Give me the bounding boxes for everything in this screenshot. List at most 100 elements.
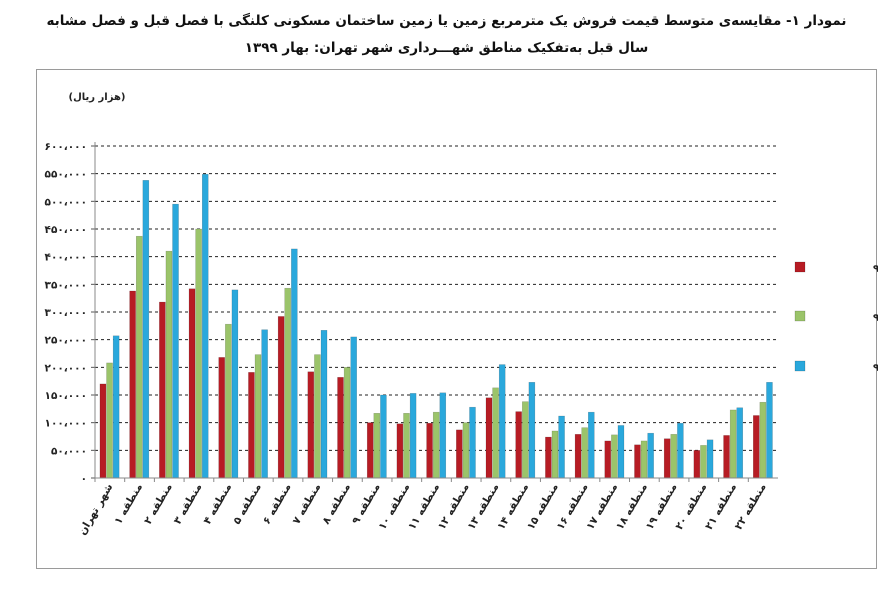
bar-2-1 (106, 362, 113, 479)
y-tick-label: ۱۰۰،۰۰۰ (45, 418, 87, 430)
bar-3-17 (588, 411, 595, 479)
bar-2-2 (135, 235, 143, 479)
bar-3-20 (677, 422, 684, 479)
bar-3-11 (409, 393, 417, 479)
bar-3-21 (706, 439, 714, 479)
bar-3-7 (291, 248, 298, 479)
bar-chart: ۰ ۵۰،۰۰۰ ۱۰۰،۰۰۰ ۱۵۰،۰۰۰ ۲۰۰،۰۰۰ ۲۵۰،۰۰۰ ۳۰۰،۰… (45, 92, 878, 537)
bar-3-1 (112, 335, 120, 479)
bar-1-18 (604, 440, 612, 479)
y-tick-labels: ۰ ۵۰،۰۰۰ ۱۰۰،۰۰۰ ۱۵۰،۰۰۰ ۲۰۰،۰۰۰ ۲۵۰،۰۰۰ ۳۰۰،۰… (45, 141, 87, 485)
legend-label: بهار ۹۸ (873, 263, 878, 275)
bars (99, 173, 773, 479)
y-axis-unit-label: (هزار ریال) (69, 92, 126, 103)
bar-2-5 (225, 323, 232, 479)
chart-title-line-1: نمودار ۱- مقایسه‌ی متوسط قیمت فروش یک مت… (46, 13, 847, 29)
category-label: منطقه ۱ (112, 482, 145, 527)
category-label: منطقه ۳ (172, 482, 205, 527)
bar-2-15 (522, 401, 529, 479)
axes (91, 142, 778, 482)
bar-3-4 (201, 173, 209, 479)
bar-2-14 (492, 387, 499, 479)
bar-2-6 (254, 354, 262, 479)
y-tick-label: ۶۰۰،۰۰۰ (45, 141, 87, 153)
y-tick-label: ۲۵۰،۰۰۰ (45, 335, 87, 347)
bar-2-23 (759, 401, 767, 479)
bar-1-17 (574, 434, 582, 479)
bar-3-9 (350, 336, 357, 479)
legend-swatch (794, 261, 806, 273)
bar-3-8 (320, 330, 328, 479)
y-tick-label: ۳۵۰،۰۰۰ (45, 279, 87, 291)
bar-3-16 (558, 415, 565, 479)
y-tick-label: ۴۵۰،۰۰۰ (45, 224, 87, 236)
legend-swatch (794, 310, 806, 322)
bar-3-12 (439, 392, 447, 479)
bar-3-3 (172, 203, 179, 479)
bar-1-4 (188, 288, 196, 479)
bar-2-16 (551, 430, 559, 479)
category-label: منطقه ۹ (350, 482, 383, 527)
bar-3-5 (231, 289, 239, 479)
bar-1-12 (426, 422, 433, 479)
category-label: منطقه ۷ (290, 482, 323, 527)
bar-2-12 (432, 411, 440, 479)
bar-1-5 (218, 357, 225, 479)
bar-1-22 (723, 435, 730, 479)
category-label: منطقه ۵ (231, 482, 264, 527)
bar-3-14 (498, 364, 506, 479)
bar-2-21 (700, 445, 707, 479)
bar-2-22 (729, 409, 737, 479)
bar-3-22 (736, 407, 744, 479)
legend-swatch (794, 360, 806, 372)
bar-1-8 (307, 371, 315, 479)
bar-3-2 (142, 180, 150, 479)
bar-1-10 (366, 422, 374, 479)
bar-1-16 (545, 436, 552, 479)
category-label: منطقه ۶ (261, 482, 294, 527)
bar-3-13 (469, 406, 476, 479)
y-tick-label: ۵۰۰،۰۰۰ (45, 196, 87, 208)
bar-3-19 (647, 432, 654, 479)
bar-1-7 (277, 316, 285, 479)
bar-2-10 (373, 413, 381, 479)
bar-1-23 (753, 415, 760, 479)
bar-1-20 (663, 438, 671, 479)
bar-2-18 (611, 434, 618, 479)
y-tick-label: ۰ (81, 473, 87, 485)
legend-label: زمستان ۹۸ (873, 312, 878, 324)
bar-1-21 (693, 450, 701, 479)
chart-frame: ۰ ۵۰،۰۰۰ ۱۰۰،۰۰۰ ۱۵۰،۰۰۰ ۲۰۰،۰۰۰ ۲۵۰،۰۰۰ ۳۰۰،۰… (36, 69, 878, 569)
bar-3-10 (380, 394, 387, 479)
bar-1-19 (634, 444, 641, 479)
bar-2-13 (462, 422, 470, 479)
category-label: منطقه ۲ (142, 482, 175, 527)
bar-1-11 (396, 423, 404, 479)
category-label: شهر تهران (76, 482, 115, 538)
category-label: منطقه ۸ (320, 482, 353, 527)
bar-1-2 (129, 290, 136, 479)
bar-1-13 (456, 429, 463, 479)
legend: بهار ۹۸ زمستان ۹۸ بهار ۹۹ (794, 261, 878, 374)
y-tick-label: ۵۰،۰۰۰ (51, 445, 87, 457)
category-label: منطقه ۴ (201, 482, 234, 527)
bar-1-15 (515, 411, 522, 479)
y-tick-label: ۴۰۰،۰۰۰ (45, 252, 87, 264)
legend-label: بهار ۹۹ (873, 362, 878, 374)
bar-3-23 (766, 382, 773, 479)
chart-title-line-2: سال قبل به‌تفکیک مناطق شهـــرداری شهر ته… (244, 40, 649, 56)
bar-2-4 (195, 228, 202, 479)
bar-1-9 (337, 377, 344, 479)
bar-2-17 (581, 427, 588, 479)
y-tick-label: ۲۰۰،۰۰۰ (45, 362, 87, 374)
bar-1-1 (99, 383, 107, 479)
bar-3-6 (261, 329, 268, 479)
bar-1-14 (485, 397, 493, 479)
bar-2-7 (284, 287, 291, 479)
y-tick-label: ۵۵۰،۰۰۰ (45, 169, 87, 181)
bar-1-6 (248, 372, 255, 479)
y-tick-label: ۱۵۰،۰۰۰ (45, 390, 87, 402)
bar-2-3 (165, 250, 173, 479)
bar-3-15 (528, 382, 536, 479)
